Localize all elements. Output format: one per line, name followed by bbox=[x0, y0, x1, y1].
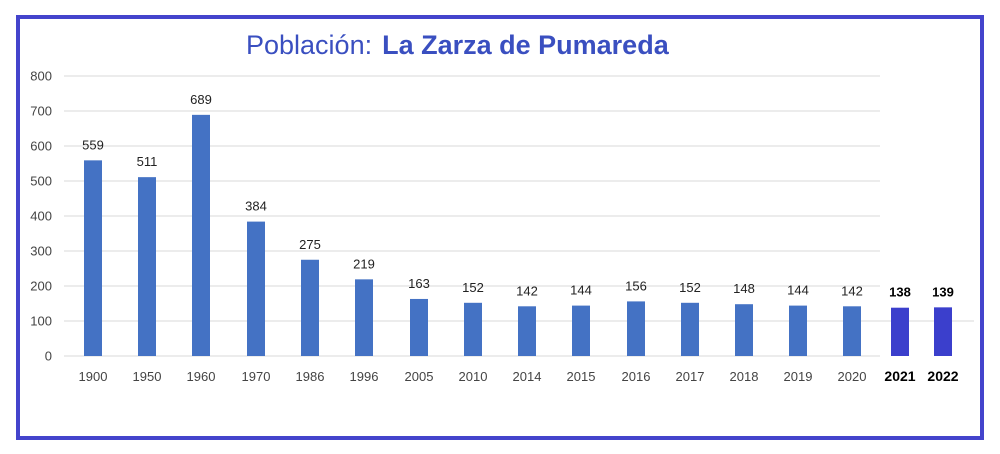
bar-2020 bbox=[843, 306, 861, 356]
bar-2015 bbox=[572, 305, 590, 356]
x-tick-label-1900: 1900 bbox=[79, 369, 108, 384]
data-label-1960: 689 bbox=[190, 92, 212, 107]
x-tick-label-2014: 2014 bbox=[513, 369, 542, 384]
y-tick-label: 400 bbox=[30, 209, 52, 224]
y-tick-label: 800 bbox=[30, 69, 52, 84]
x-tick-label-2018: 2018 bbox=[730, 369, 759, 384]
x-tick-label-2020: 2020 bbox=[838, 369, 867, 384]
y-tick-label: 700 bbox=[30, 104, 52, 119]
data-label-1950: 511 bbox=[137, 154, 158, 169]
bar-2017 bbox=[681, 302, 699, 356]
data-label-2016: 156 bbox=[625, 278, 647, 293]
bar-1900 bbox=[84, 160, 102, 356]
data-label-1996: 219 bbox=[353, 256, 375, 271]
x-tick-label-2019: 2019 bbox=[784, 369, 813, 384]
y-tick-label: 300 bbox=[30, 244, 52, 259]
title-place: La Zarza de Pumareda bbox=[382, 30, 669, 60]
y-tick-label: 100 bbox=[30, 314, 52, 329]
x-tick-label-1970: 1970 bbox=[242, 369, 271, 384]
data-label-2022: 139 bbox=[932, 284, 954, 299]
bar-1970 bbox=[247, 221, 265, 356]
data-label-1900: 559 bbox=[82, 137, 104, 152]
x-tick-label-1986: 1986 bbox=[296, 369, 325, 384]
y-tick-label: 0 bbox=[45, 349, 52, 364]
data-label-2020: 142 bbox=[841, 283, 863, 298]
y-tick-label: 500 bbox=[30, 174, 52, 189]
bar-1960 bbox=[192, 114, 210, 356]
data-label-2019: 144 bbox=[787, 283, 809, 298]
bars bbox=[84, 114, 952, 356]
data-label-2021: 138 bbox=[889, 285, 911, 300]
bar-1986 bbox=[301, 259, 319, 356]
bar-2016 bbox=[627, 301, 645, 356]
data-label-2015: 144 bbox=[570, 283, 592, 298]
x-tick-label-1960: 1960 bbox=[187, 369, 216, 384]
y-axis: 0 100 200 300 400 500 600 700 800 bbox=[30, 69, 52, 364]
x-axis: 1900 1950 1960 1970 1986 1996 2005 2010 2014 2015… bbox=[79, 368, 959, 384]
data-label-2014: 142 bbox=[516, 283, 538, 298]
title-prefix: Población: bbox=[246, 30, 373, 60]
y-tick-label: 200 bbox=[30, 279, 52, 294]
data-label-2005: 163 bbox=[408, 276, 430, 291]
bar-2005 bbox=[410, 298, 428, 356]
data-label-2017: 152 bbox=[679, 280, 701, 295]
bar-2019 bbox=[789, 305, 807, 356]
bar-2022 bbox=[934, 307, 952, 356]
x-tick-label-1950: 1950 bbox=[133, 369, 162, 384]
x-tick-label-1996: 1996 bbox=[350, 369, 379, 384]
x-tick-label-2010: 2010 bbox=[459, 369, 488, 384]
x-tick-label-2016: 2016 bbox=[622, 369, 651, 384]
bar-2010 bbox=[464, 302, 482, 356]
bar-2018 bbox=[735, 304, 753, 356]
x-tick-label-2017: 2017 bbox=[676, 369, 705, 384]
data-label-1970: 384 bbox=[245, 199, 267, 214]
bar-2014 bbox=[518, 306, 536, 356]
bar-2021 bbox=[891, 307, 909, 356]
data-label-2010: 152 bbox=[462, 280, 484, 295]
x-tick-label-2021: 2021 bbox=[884, 368, 915, 384]
data-label-1986: 275 bbox=[299, 237, 321, 252]
x-tick-label-2015: 2015 bbox=[567, 369, 596, 384]
x-tick-label-2005: 2005 bbox=[405, 369, 434, 384]
chart-title: Población: La Zarza de Pumareda bbox=[246, 30, 669, 61]
x-tick-label-2022: 2022 bbox=[927, 368, 958, 384]
y-tick-label: 600 bbox=[30, 139, 52, 154]
data-label-2018: 148 bbox=[733, 281, 755, 296]
data-labels: 559 511 689 384 275 219 163 152 142 144 156 152 148 1… bbox=[82, 92, 954, 300]
chart-frame bbox=[16, 15, 984, 440]
bar-1996 bbox=[355, 279, 373, 356]
bar-1950 bbox=[138, 177, 156, 356]
